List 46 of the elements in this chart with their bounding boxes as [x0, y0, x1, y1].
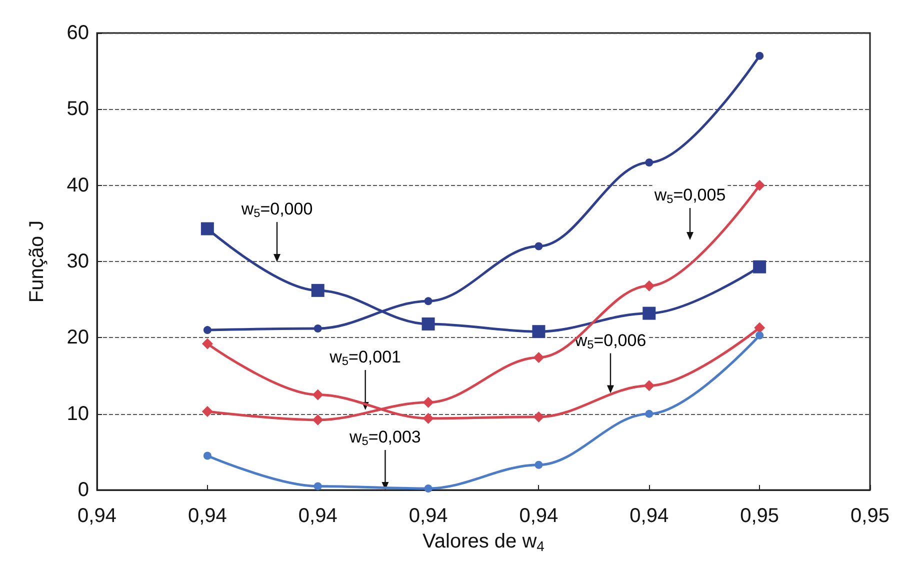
x-tick-label: 0,94	[188, 505, 227, 527]
x-tick-label: 0,94	[519, 505, 558, 527]
x-tick-label: 0,95	[850, 505, 890, 527]
y-axis-title: Função J	[26, 220, 48, 303]
y-tick-label: 10	[66, 402, 89, 425]
y-tick-label: 40	[66, 174, 89, 196]
x-tick-label: 0,94	[630, 505, 669, 527]
point	[424, 297, 432, 306]
point	[534, 242, 543, 250]
point	[645, 410, 654, 418]
point	[645, 158, 654, 166]
point	[756, 331, 764, 340]
point	[202, 338, 213, 350]
x-tick-label: 0,94	[298, 505, 338, 527]
point	[533, 352, 544, 363]
y-tick-label: 50	[66, 98, 89, 120]
point	[203, 326, 212, 334]
point	[644, 380, 655, 392]
x-tick-label: 0,94	[408, 505, 448, 527]
point	[311, 284, 324, 297]
point	[756, 52, 764, 60]
point	[644, 280, 655, 292]
point	[753, 260, 766, 274]
x-tick-label: 0,95	[740, 505, 780, 527]
point	[422, 396, 434, 408]
y-tick-label: 30	[66, 250, 89, 272]
point	[424, 484, 432, 492]
point	[312, 389, 324, 400]
point	[422, 317, 435, 330]
point	[754, 180, 766, 191]
point	[532, 325, 546, 338]
y-tick-label: 20	[66, 326, 89, 349]
point	[203, 452, 212, 460]
point	[754, 322, 766, 334]
y-tick-label: 0	[78, 479, 89, 501]
point	[312, 414, 324, 426]
point	[202, 406, 213, 418]
point	[422, 412, 434, 424]
point	[200, 222, 214, 236]
point	[314, 324, 322, 333]
point	[533, 411, 544, 422]
x-tick-label: 0,94	[78, 505, 116, 527]
point	[314, 482, 322, 490]
point	[642, 306, 656, 320]
point	[534, 460, 543, 469]
y-tick-label: 60	[66, 22, 89, 44]
